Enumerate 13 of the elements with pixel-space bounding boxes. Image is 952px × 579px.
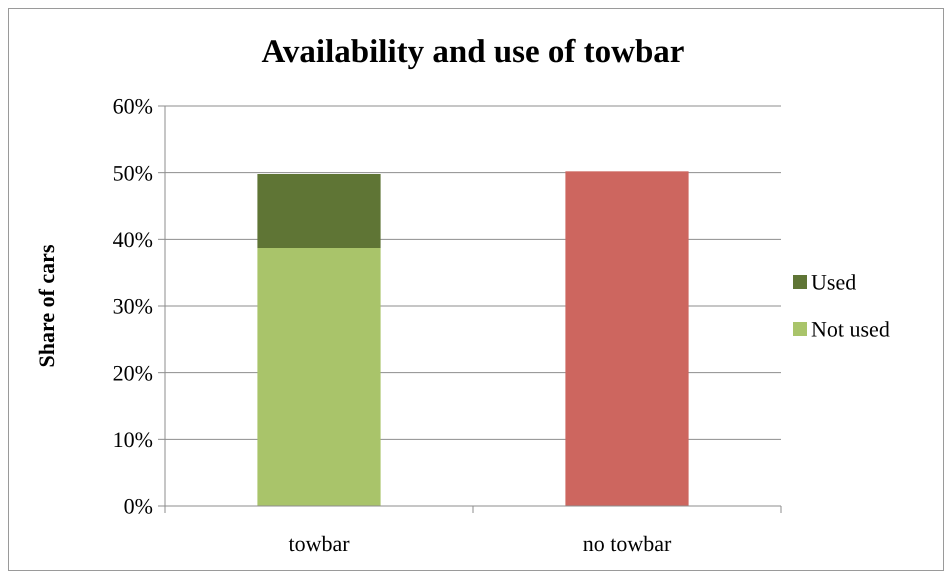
y-tick-label: 0% <box>124 494 153 519</box>
legend-label: Used <box>811 270 856 295</box>
y-tick-label: 20% <box>112 360 153 386</box>
chart-title: Availability and use of towbar <box>262 34 684 70</box>
x-tick-label: no towbar <box>582 531 672 556</box>
legend-label: Not used <box>811 316 890 342</box>
y-tick-label: 60% <box>112 94 153 119</box>
y-axis-title: Share of cars <box>34 244 59 368</box>
y-tick-label: 40% <box>112 227 153 252</box>
y-tick-label: 30% <box>112 294 153 319</box>
y-tick-label: 50% <box>112 160 153 186</box>
x-tick-label: towbar <box>288 531 350 556</box>
y-tick-label: 10% <box>112 427 153 452</box>
